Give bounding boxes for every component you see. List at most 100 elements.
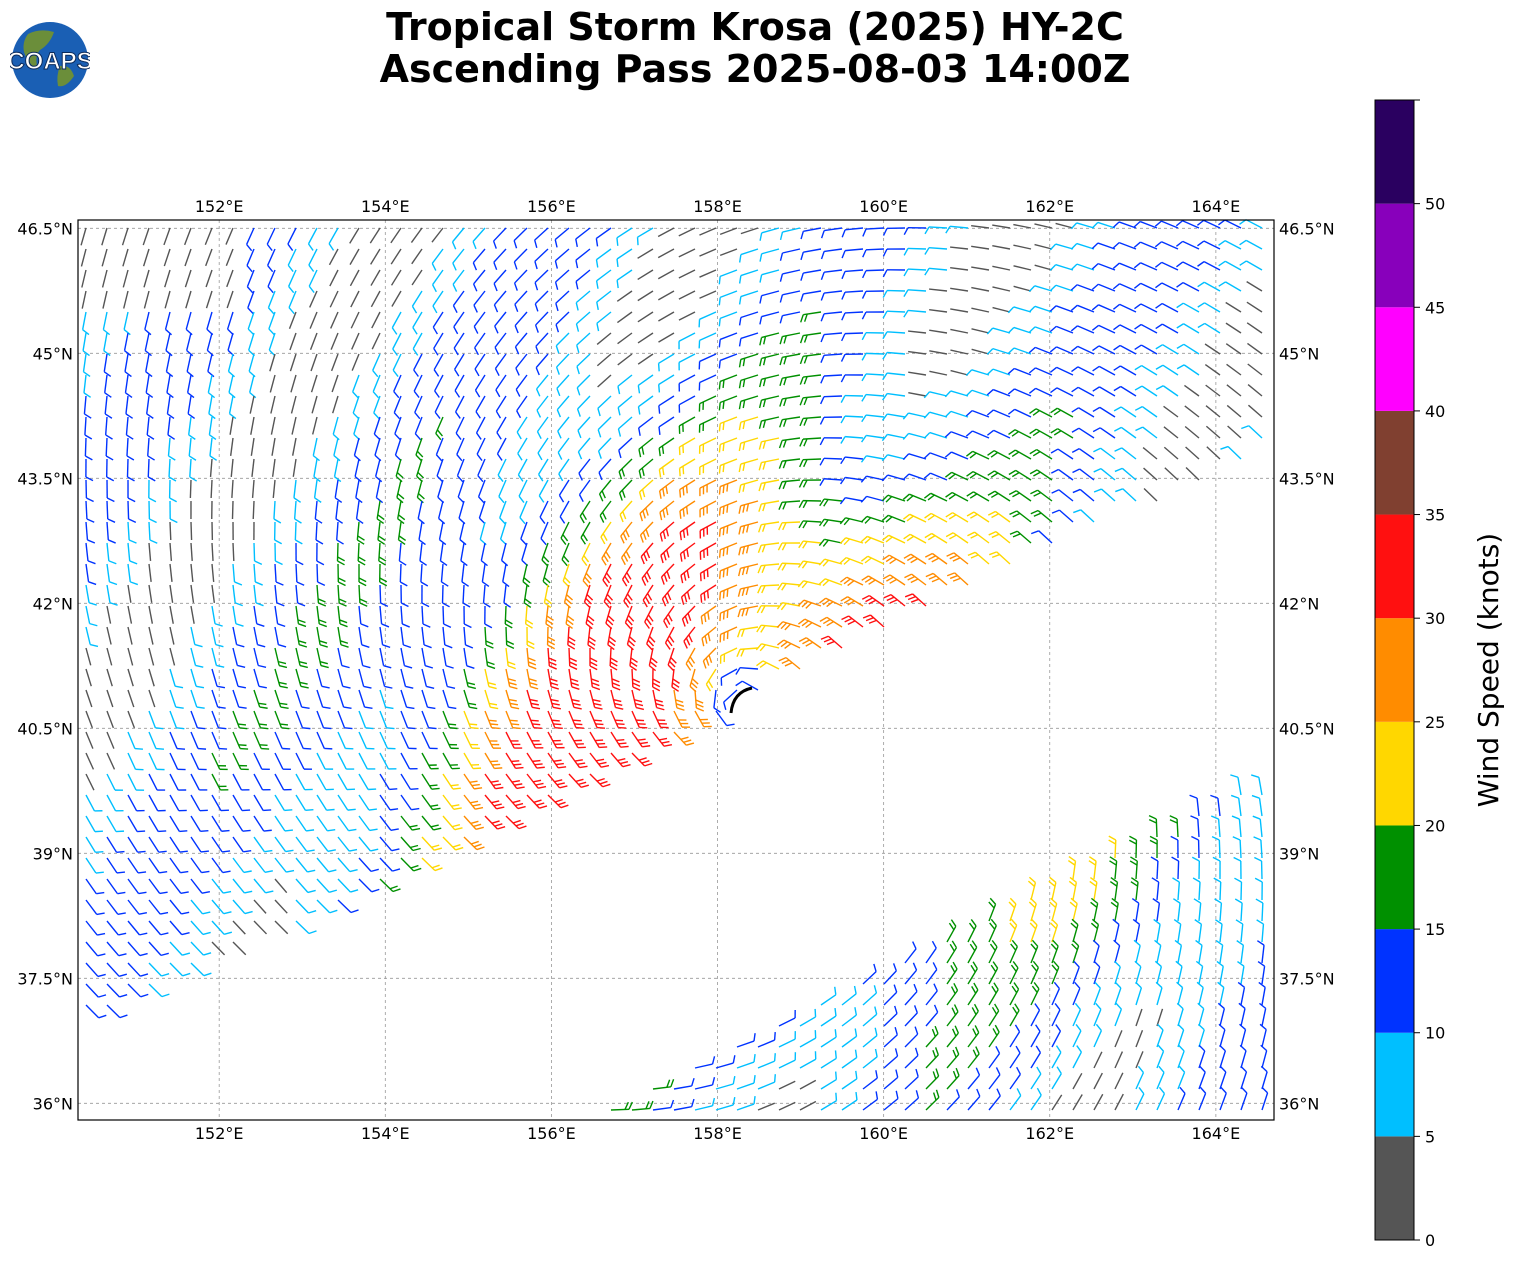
colorbar-bin [1375, 1032, 1414, 1137]
wind-barb [719, 248, 738, 257]
wind-barb [1028, 285, 1053, 293]
wind-barb [1176, 281, 1200, 292]
wind-barb [657, 353, 675, 372]
wind-barb [658, 332, 675, 343]
colorbar-bin [1375, 618, 1414, 722]
wind-barb [352, 395, 360, 420]
wind-barb [637, 290, 654, 302]
wind-barb [104, 416, 113, 440]
wind-barb [205, 290, 213, 309]
wind-barb [411, 290, 423, 314]
wind-barb [759, 311, 780, 325]
wind-barb [555, 353, 570, 375]
wind-barb [738, 290, 759, 305]
wind-barb [186, 332, 194, 357]
wind-barb [965, 389, 990, 397]
wind-barb [121, 227, 129, 246]
wind-barb [738, 374, 759, 389]
wind-barb [1112, 283, 1137, 292]
wind-barb [861, 269, 885, 279]
wind-barb [1071, 386, 1095, 397]
wind-barb [495, 374, 507, 398]
wind-barb [1028, 367, 1053, 376]
wind-barb [186, 374, 195, 399]
wind-barb [597, 395, 612, 417]
wind-barb [225, 227, 234, 245]
wind-barb [1113, 324, 1137, 334]
wind-barb [267, 248, 276, 273]
colorbar-tick-label: 45 [1425, 298, 1445, 317]
wind-barb [903, 247, 927, 256]
wind-barb [861, 311, 885, 320]
colorbar-bin [1375, 1136, 1414, 1240]
continent-shape [57, 65, 74, 87]
wind-barb [882, 372, 906, 381]
wind-barb [330, 353, 339, 372]
wind-barb [392, 353, 402, 378]
wind-barb [473, 290, 486, 313]
wind-barb [1007, 326, 1032, 334]
wind-barb [841, 311, 864, 321]
wind-barb [1113, 344, 1137, 355]
wind-barb [287, 227, 297, 251]
wind-barb [555, 311, 570, 333]
wind-barb [1218, 281, 1242, 292]
wind-barb [246, 269, 255, 294]
wind-barb [800, 248, 822, 261]
wind-barb [1070, 284, 1095, 292]
wind-barb [452, 248, 465, 271]
wind-barb [143, 269, 150, 288]
wind-barb [309, 332, 318, 351]
wind-barb [1154, 241, 1179, 250]
wind-barb [1246, 322, 1263, 334]
wind-barb [515, 353, 528, 376]
wind-barb [535, 332, 549, 355]
colorbar-ticks: 0 5 10 15 20 25 30 35 40 45 50 [1414, 99, 1445, 1250]
wind-barb [595, 227, 612, 247]
wind-barb [903, 268, 927, 277]
wind-barb [412, 332, 423, 356]
wind-barb [759, 227, 780, 241]
wind-barb [718, 332, 738, 348]
wind-barb [678, 395, 696, 413]
wind-barb [658, 311, 675, 322]
wind-barb [1204, 343, 1221, 355]
wind-barb [81, 290, 87, 309]
wind-barb [246, 248, 255, 273]
wind-barb [164, 290, 171, 309]
wind-barb [738, 248, 759, 263]
wind-barb [369, 227, 381, 244]
wind-barb [142, 227, 150, 246]
wind-barb [349, 269, 360, 287]
wind-barb [270, 395, 276, 414]
wind-barb [923, 391, 948, 399]
wind-barb [929, 329, 948, 334]
wind-barb [269, 374, 276, 393]
wind-barb [738, 353, 759, 368]
wind-barb [80, 248, 87, 267]
wind-barb [1092, 345, 1116, 355]
wind-barb [759, 332, 780, 346]
wind-barb [432, 311, 444, 335]
wind-barb [929, 308, 948, 313]
wind-barb [103, 353, 112, 378]
wind-barb [454, 374, 465, 398]
wind-barb [310, 353, 318, 372]
colorbar-bin [1375, 721, 1414, 826]
wind-barb [1091, 221, 1116, 229]
colorbar-bin [1375, 929, 1414, 1033]
wind-barb [1091, 283, 1116, 292]
wind-barb [534, 290, 549, 312]
wind-barb [1134, 323, 1158, 334]
wind-barb [986, 368, 1011, 376]
wind-barb [1205, 384, 1221, 397]
wind-barb [372, 353, 381, 378]
wind-barb [861, 373, 885, 382]
wind-barb [1247, 363, 1263, 376]
wind-barb [820, 395, 843, 405]
wind-barb [617, 395, 633, 416]
wind-barb [370, 269, 381, 286]
wind-barb [328, 248, 339, 266]
wind-barb [164, 269, 171, 288]
wind-barb [908, 330, 927, 334]
